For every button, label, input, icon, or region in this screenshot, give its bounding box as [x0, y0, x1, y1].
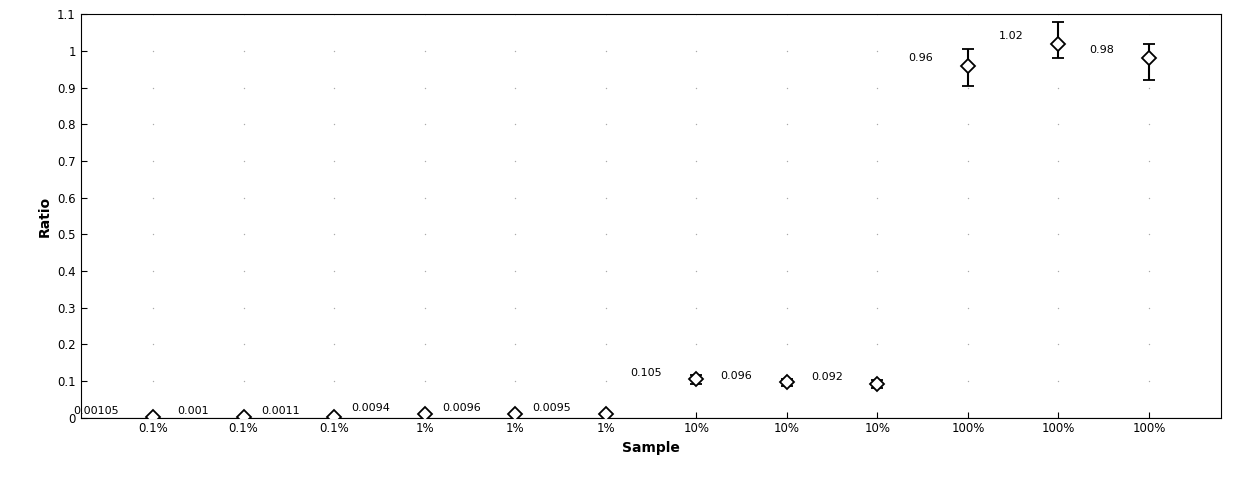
Text: 0.96: 0.96 [909, 53, 934, 63]
Y-axis label: Ratio: Ratio [37, 195, 51, 237]
Text: 1.02: 1.02 [999, 31, 1024, 41]
Text: 0.0096: 0.0096 [441, 403, 481, 413]
Text: 0.0011: 0.0011 [262, 406, 300, 416]
Text: 0.0095: 0.0095 [532, 403, 572, 413]
Text: 0.001: 0.001 [177, 406, 210, 416]
Text: 0.092: 0.092 [811, 372, 843, 383]
Text: 0.98: 0.98 [1090, 46, 1115, 56]
Text: 0.00105: 0.00105 [73, 406, 119, 416]
Text: 0.0094: 0.0094 [351, 403, 391, 413]
X-axis label: Sample: Sample [622, 441, 680, 455]
Text: 0.105: 0.105 [630, 368, 662, 378]
Text: 0.096: 0.096 [720, 371, 753, 381]
